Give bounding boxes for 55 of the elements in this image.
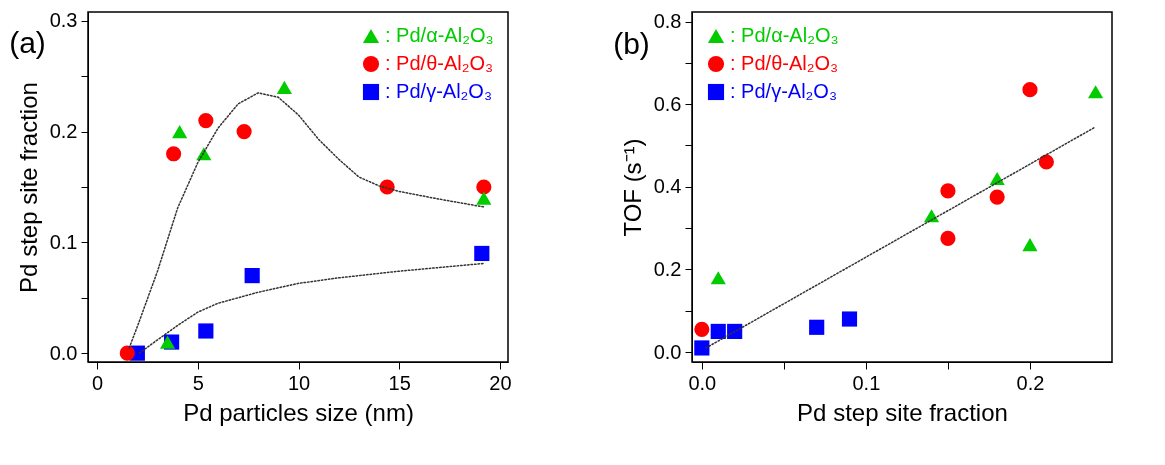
y-tick-label: 0.8 [653,10,682,32]
point [474,245,490,262]
point [159,335,176,349]
point [1088,85,1104,99]
x-tick-label: 0 [92,371,104,394]
legend-label: : Pd/θ-Al₂O₃ [385,52,494,74]
chart-title: (a) [9,25,46,59]
point [727,323,743,339]
legend-label: : Pd/α-Al₂O₃ [730,24,839,46]
y-tick-label: 0.0 [653,340,682,363]
point [1038,154,1054,170]
point [119,345,135,361]
point [198,323,214,339]
x-tick-label: 5 [192,371,204,394]
point [476,191,492,205]
legend-label: : Pd/α-Al₂O₃ [385,24,494,46]
point [172,125,188,139]
y-tick-label: 0.2 [49,120,78,143]
legend-label: : Pd/γ-Al₂O₃ [385,80,493,102]
point [476,179,492,195]
y-tick-label: 0.2 [653,257,682,280]
point [940,230,956,247]
point [166,146,182,162]
x-tick-label: 20 [489,371,512,394]
text: (b) [613,26,650,60]
point [710,271,726,285]
y-tick-label: 0.6 [653,92,682,115]
point [236,124,252,140]
legend-label: : Pd/γ-Al₂O₃ [730,80,838,102]
legend-label: : Pd/θ-Al₂O₃ [730,52,839,74]
point [694,340,710,356]
y-axis-title: TOF (s⁻¹) [618,138,646,237]
point [841,311,858,327]
x-tick-label: 0.2 [1016,371,1045,394]
x-axis-title: Pd step site fraction [797,398,1008,426]
point [198,112,214,129]
point [809,319,825,335]
point [244,268,260,284]
x-tick-label: 15 [388,371,411,394]
y-tick-label: 0.1 [49,230,78,253]
point [276,80,292,94]
point [989,189,1005,205]
x-tick-label: 10 [287,371,311,394]
x-tick-label: 0.1 [852,371,881,394]
point [940,183,956,199]
point [1022,238,1038,252]
point [710,323,726,339]
y-axis-title: Pd step site fraction [14,82,42,293]
point [694,321,710,337]
y-tick-label: 0.0 [49,341,78,364]
y-tick-label: 0.3 [49,9,78,32]
y-tick-label: 0.4 [653,175,682,198]
x-tick-label: 0.0 [688,371,717,394]
point [1022,82,1038,98]
x-axis-title: Pd particles size (nm) [183,398,414,426]
